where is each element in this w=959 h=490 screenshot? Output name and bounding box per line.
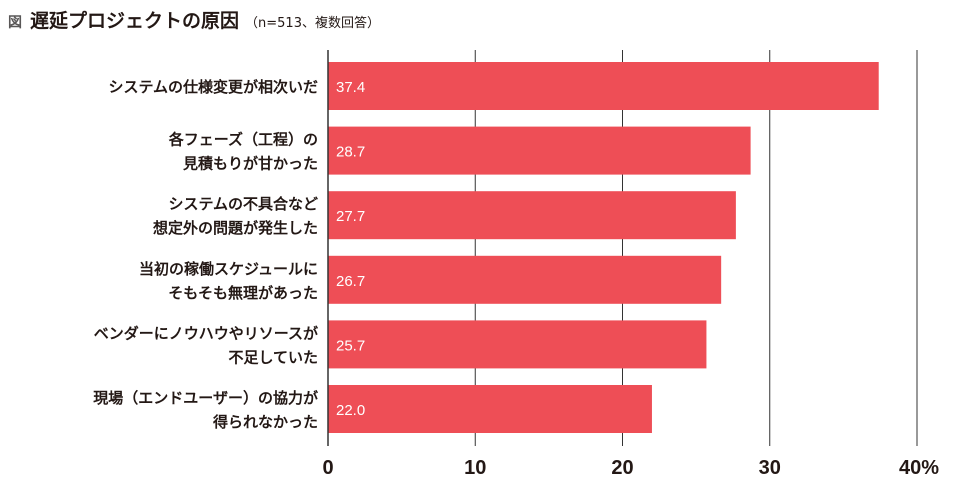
bar-3 (328, 255, 722, 304)
category-label-1-0: 各フェーズ（工程）の (168, 131, 318, 149)
chart-header: 図 遅延プロジェクトの原因 （n=513、複数回答） (8, 6, 380, 34)
category-label-1-1: 見積もりが甘かった (182, 155, 318, 173)
x-tick-label-2: 20 (611, 457, 633, 479)
category-label-4-1: 不足していた (228, 348, 318, 366)
category-label-5-0: 現場（エンドユーザー）の協力が (93, 389, 319, 407)
bar-4 (328, 320, 707, 369)
chart-subtitle: （n=513、複数回答） (245, 16, 380, 31)
bar-value-label-5: 22.0 (336, 402, 365, 419)
bar-0 (328, 62, 879, 110)
x-tick-label-0: 0 (322, 457, 333, 479)
figure-tag: 図 (8, 15, 22, 31)
category-label-4-0: ベンダーにノウハウやリソースが (94, 324, 319, 342)
bar-value-label-3: 26.7 (336, 273, 365, 290)
category-label-0-0: システムの仕様変更が相次いだ (108, 78, 318, 96)
category-label-2-0: システムの不具合など (168, 195, 318, 213)
category-label-2-1: 想定外の問題が発生した (152, 219, 318, 237)
bar-value-label-4: 25.7 (336, 337, 365, 354)
bar-value-label-2: 27.7 (336, 208, 365, 225)
x-tick-label-4: 40% (899, 457, 939, 479)
bar-value-label-0: 37.4 (336, 79, 365, 96)
x-tick-label-1: 10 (464, 457, 486, 479)
x-tick-label-3: 30 (759, 457, 781, 479)
chart-title: 遅延プロジェクトの原因 (30, 10, 240, 32)
bar-value-label-1: 28.7 (336, 144, 365, 161)
bar-2 (328, 191, 736, 240)
bar-5 (328, 385, 652, 433)
bar-1 (328, 126, 751, 175)
category-label-3-1: そもそも無理があった (168, 284, 318, 302)
category-label-3-0: 当初の稼働スケジュールに (139, 260, 318, 278)
category-label-5-1: 得られなかった (212, 413, 318, 431)
